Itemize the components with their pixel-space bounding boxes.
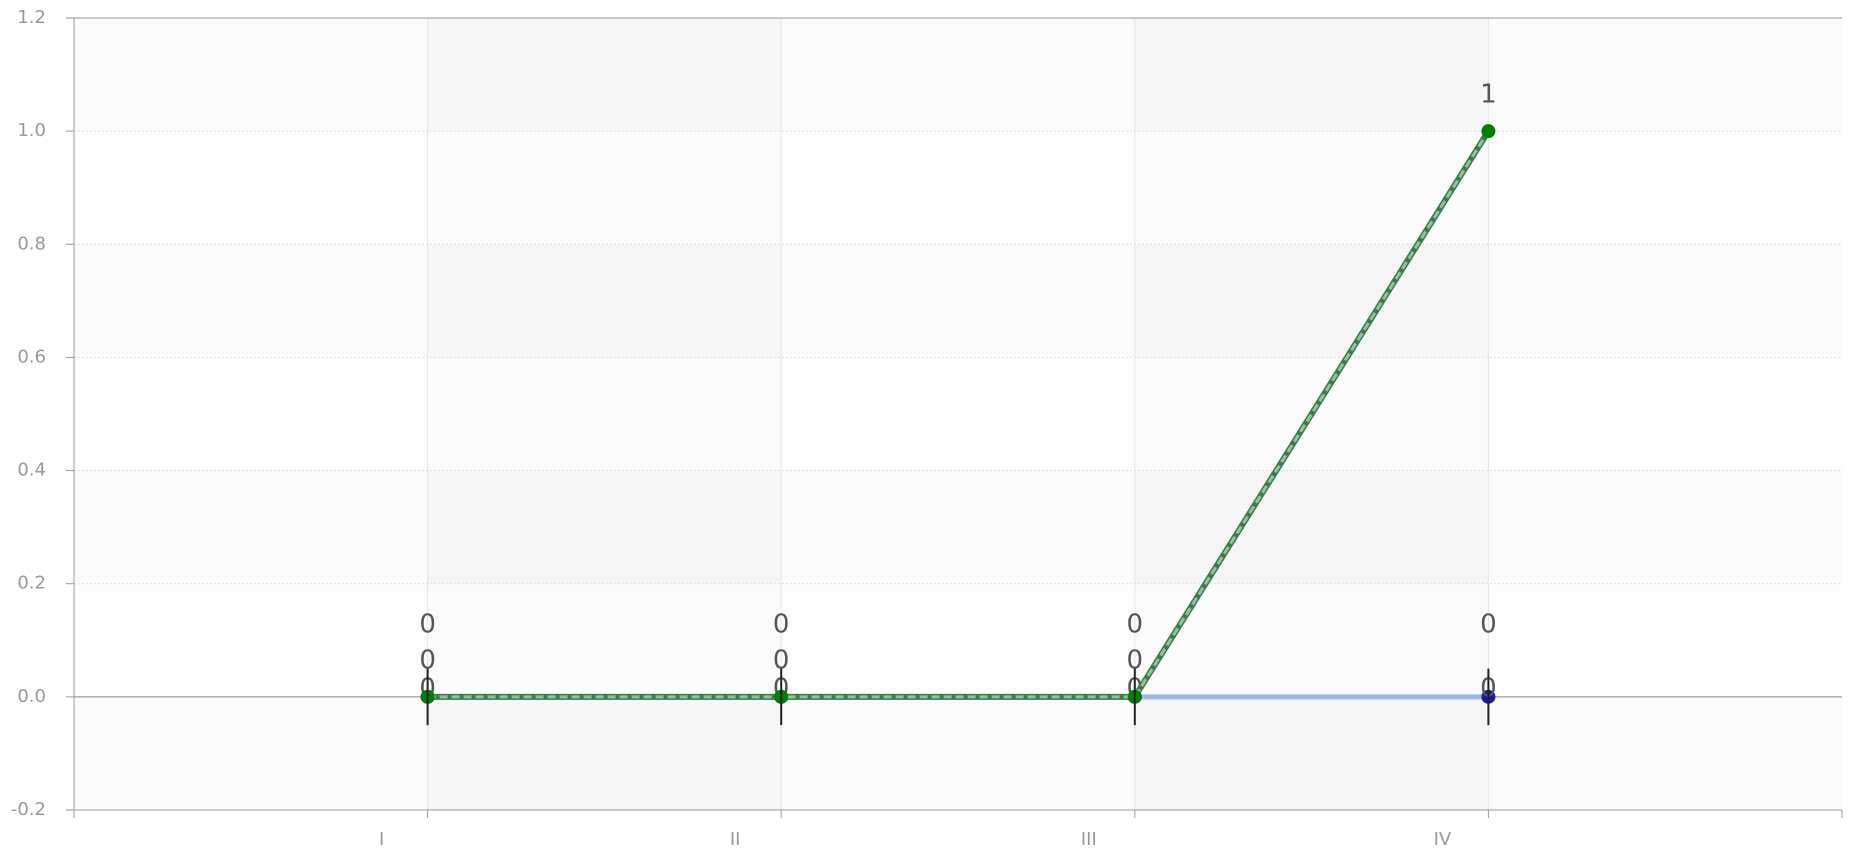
x-tick-label: III [1081, 829, 1097, 850]
data-label: 0 [773, 609, 790, 639]
y-tick-label: 1.0 [17, 120, 46, 141]
x-tick-label: IV [1434, 829, 1452, 850]
y-tick-label: 0.0 [17, 686, 46, 707]
series-line [427, 130, 1490, 699]
y-tick-label: 1.2 [17, 7, 46, 28]
data-label: 0 [1480, 609, 1497, 639]
row-band [74, 357, 1842, 471]
data-label: 0 [1127, 609, 1144, 639]
data-label: 0 [419, 609, 436, 639]
x-tick-label: II [730, 829, 741, 850]
y-tick-label: 0.6 [17, 346, 46, 367]
x-tick-label: I [379, 829, 384, 850]
y-tick-label: 0.8 [17, 233, 46, 254]
point [1481, 124, 1496, 139]
y-tick-label: 0.2 [17, 573, 46, 594]
y-tick-label: -0.2 [11, 799, 46, 820]
y-tick-label: 0.4 [17, 460, 46, 481]
data-label: 0 [419, 645, 436, 675]
data-label: 1 [1480, 80, 1497, 110]
data-label: 0 [773, 645, 790, 675]
row-band [74, 131, 1842, 245]
data-label: 0 [1127, 645, 1144, 675]
row-band [74, 583, 1842, 697]
